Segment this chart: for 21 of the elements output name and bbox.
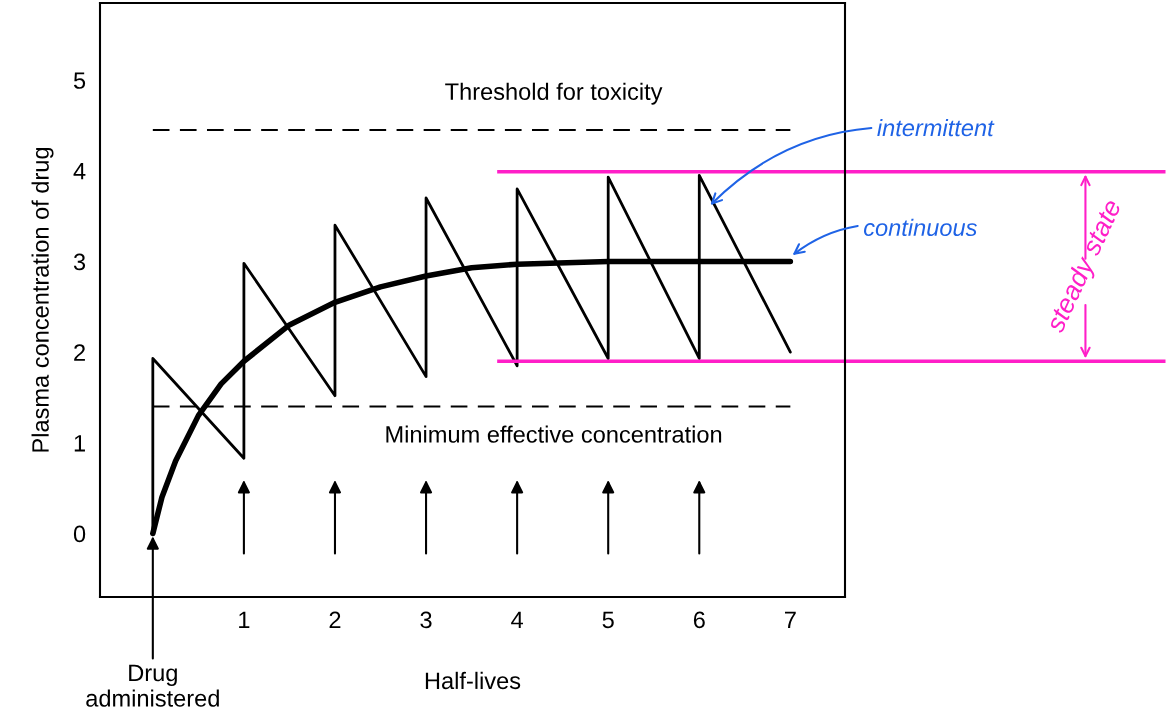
x-tick-label: 7 [785, 611, 796, 628]
x-tick-label: 4 [511, 611, 523, 628]
y-axis-title: Plasma concentration of drug [31, 147, 54, 452]
x-tick-label: 2 [329, 611, 341, 628]
x-axis-title: Half-lives [425, 671, 521, 690]
y-tick-label: 4 [73, 163, 86, 180]
text: continuous [863, 218, 977, 237]
y-tick-label: 2 [74, 344, 85, 361]
text: intermittent [877, 118, 995, 137]
x-tick-label: 5 [602, 611, 614, 629]
y-tick-label: 3 [73, 253, 86, 271]
annotation: Drug administered [86, 664, 219, 707]
x-tick-label: 6 [693, 611, 705, 629]
ref-line-label: Minimum effective concentration [386, 425, 722, 443]
ref-line-label: Threshold for toxicity [445, 82, 663, 105]
x-tick-label: 1 [239, 611, 250, 628]
x-tick-label: 3 [420, 611, 432, 629]
text: steady state [1044, 197, 1127, 337]
y-tick-label: 1 [74, 435, 85, 452]
y-tick-label: 5 [73, 72, 86, 89]
y-tick-label: 0 [73, 525, 86, 543]
